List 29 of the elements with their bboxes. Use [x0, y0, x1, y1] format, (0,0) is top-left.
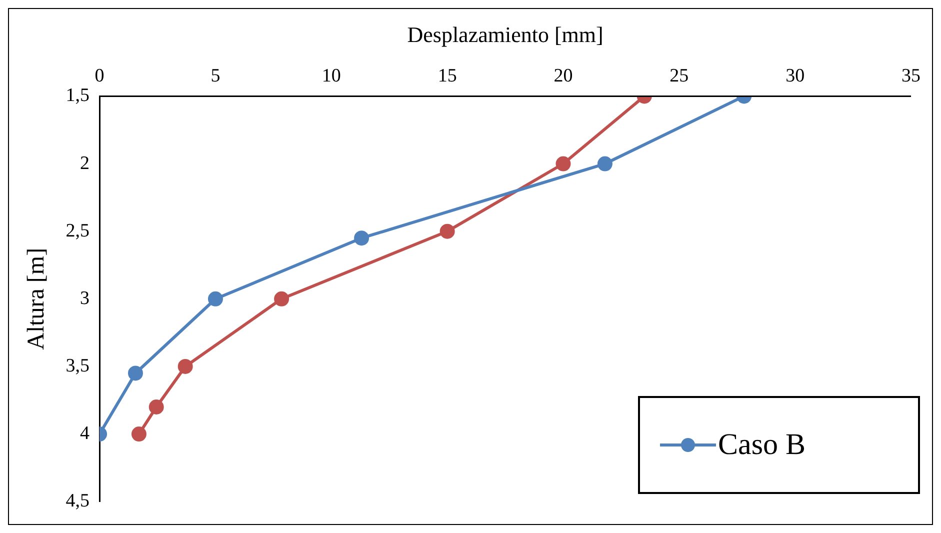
point	[597, 156, 612, 172]
x-tick-label: 10	[322, 66, 341, 87]
y-tick-label: 3	[80, 288, 90, 309]
point	[128, 366, 143, 381]
point	[556, 156, 571, 172]
x-tick-label: 35	[902, 66, 920, 87]
y-tick-label: 1,5	[66, 85, 90, 106]
y-tick-label: 2	[80, 152, 90, 174]
point	[148, 400, 164, 415]
y-tick-label: 4,5	[66, 490, 90, 512]
y-tick-label: 4	[80, 423, 90, 444]
x-tick-label: 20	[554, 66, 573, 87]
point	[274, 291, 290, 306]
x-tick-label: 0	[94, 66, 104, 87]
x-tick-label: 30	[786, 66, 805, 87]
x-tick-label: 15	[438, 66, 457, 87]
legend-label: Caso B	[718, 428, 806, 462]
y-axis-title: Altura [m]	[24, 248, 50, 350]
point	[440, 224, 455, 239]
point	[208, 291, 223, 306]
point	[131, 426, 146, 442]
legend-frame: Caso B	[638, 396, 920, 494]
x-tick-label: 5	[210, 66, 220, 87]
y-tick-label: 2,5	[66, 220, 90, 242]
point	[178, 358, 193, 374]
y-tick-label: 3,5	[66, 355, 90, 376]
x-tick-label: 25	[670, 66, 689, 87]
point	[354, 230, 370, 246]
x-axis-title: Desplazamiento [mm]	[407, 22, 604, 47]
